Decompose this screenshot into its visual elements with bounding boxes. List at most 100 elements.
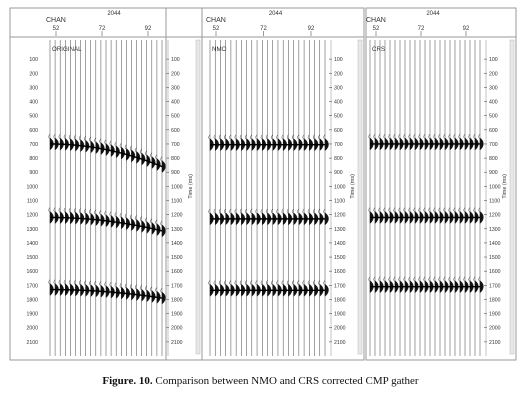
- wiggle-precursor: [63, 207, 66, 213]
- wiggle-precursor: [468, 207, 471, 213]
- wiggle-precursor: [155, 287, 158, 293]
- wiggle-precursor: [428, 133, 431, 140]
- wiggle-precursor: [135, 284, 137, 290]
- wiggle-precursor: [250, 280, 253, 286]
- time-tick-label: 2000: [171, 326, 183, 332]
- wiggle-precursor: [68, 279, 71, 286]
- wiggle-precursor: [323, 134, 326, 140]
- time-axis-title: Time (ms): [188, 174, 194, 199]
- time-tick-label: 1800: [171, 297, 183, 303]
- wiggle-precursor: [448, 207, 451, 213]
- wiggle-precursor: [58, 207, 61, 213]
- wiggle-precursor: [208, 208, 211, 215]
- wiggle-precursor: [458, 207, 461, 213]
- reflection-event: [48, 133, 166, 173]
- wiggle-precursor: [433, 133, 436, 140]
- wiggle-precursor: [383, 207, 386, 213]
- chan-tick-label: 52: [213, 26, 220, 32]
- wiggle-precursor: [271, 134, 273, 140]
- time-tick-label: 400: [334, 100, 343, 106]
- wiggle-precursor: [393, 276, 396, 282]
- wiggle-precursor: [94, 137, 97, 143]
- time-tick-label: 200: [171, 71, 180, 77]
- time-tick-label-left: 600: [29, 128, 38, 134]
- chan-tick-label: 72: [99, 26, 106, 32]
- wiggle-precursor: [271, 280, 273, 286]
- time-tick-label: 700: [171, 142, 180, 148]
- wiggle-precursor: [135, 215, 137, 221]
- panel-scroll-strip: [509, 39, 515, 355]
- wiggle-precursor: [73, 207, 76, 214]
- wiggle-precursor: [413, 207, 416, 213]
- wiggle-precursor: [94, 280, 97, 287]
- wiggle-precursor: [473, 133, 476, 140]
- time-tick-label: 1400: [334, 241, 346, 247]
- time-tick-label: 300: [171, 85, 180, 91]
- wiggle-precursor: [53, 133, 56, 140]
- wiggle-precursor: [388, 207, 391, 213]
- wiggle-precursor: [276, 208, 279, 215]
- time-tick-label-left: 700: [29, 142, 38, 148]
- time-tick-label: 1700: [334, 283, 346, 289]
- caption-text: Comparison between NMO and CRS corrected…: [152, 375, 419, 387]
- wiggle-precursor: [433, 207, 436, 213]
- wiggle-precursor: [140, 285, 142, 291]
- wiggle-precursor: [478, 207, 481, 213]
- wiggle-precursor: [473, 276, 476, 282]
- time-tick-label: 1800: [334, 297, 346, 303]
- time-tick-label: 1500: [489, 255, 501, 261]
- wiggle-precursor: [234, 280, 237, 286]
- wiggle-precursor: [453, 276, 456, 282]
- time-tick-label: 500: [489, 114, 498, 120]
- wiggle-precursor: [58, 279, 61, 285]
- time-tick-label-left: 1500: [26, 255, 38, 261]
- wiggle-precursor: [297, 134, 300, 140]
- wiggle-precursor: [53, 279, 56, 285]
- wiggle-precursor: [48, 279, 51, 285]
- wiggle-precursor: [104, 281, 107, 287]
- wiggle-precursor: [124, 144, 127, 150]
- wiggle-precursor: [84, 208, 86, 215]
- wiggle-precursor: [307, 208, 310, 215]
- wiggle-precursor: [373, 133, 376, 140]
- caption-prefix: Figure. 10.: [102, 375, 153, 387]
- wiggle-precursor: [213, 208, 216, 215]
- wiggle-precursor: [224, 280, 226, 286]
- wiggle-precursor: [150, 152, 153, 158]
- wiggle-precursor: [443, 133, 446, 140]
- time-tick-label-left: 400: [29, 100, 38, 106]
- panel-frame: [9, 7, 203, 361]
- time-tick-label: 100: [334, 57, 343, 63]
- wiggle-precursor: [145, 217, 147, 223]
- chan-label: CHAN: [46, 17, 66, 24]
- wiggle-precursor: [79, 280, 81, 286]
- wiggle-precursor: [229, 208, 232, 215]
- reflection-event: [208, 134, 329, 152]
- time-tick-label: 2100: [489, 340, 501, 346]
- wiggle-precursor: [234, 208, 237, 215]
- panels-group: 2044 CHAN 52 72 92 100 200 300 400 500 600 700 800 90…: [9, 7, 517, 361]
- wiggle-precursor: [443, 207, 446, 213]
- wiggle-precursor: [63, 134, 66, 140]
- time-tick-label: 200: [489, 71, 498, 77]
- wiggle-precursor: [145, 150, 147, 157]
- wiggle-precursor: [73, 279, 76, 286]
- wiggle-precursor: [129, 145, 132, 152]
- reflection-event: [368, 207, 484, 224]
- wiggle-lobe: [479, 280, 484, 294]
- wiggle-precursor: [318, 280, 320, 286]
- wiggle-precursor: [255, 280, 258, 286]
- time-tick-label: 900: [334, 170, 343, 176]
- panel-nmo: 2044 CHAN 52 72 92 100 200 300 400 500 600 700 800 90…: [165, 7, 365, 361]
- wiggle-lobe: [324, 283, 329, 297]
- wiggle-precursor: [260, 134, 263, 140]
- wiggle-precursor: [68, 207, 71, 214]
- time-tick-label-left: 1100: [27, 199, 38, 205]
- wiggle-precursor: [99, 281, 102, 287]
- wiggle-precursor: [423, 133, 426, 140]
- wiggle-precursor: [453, 133, 456, 140]
- wiggle-precursor: [368, 133, 371, 140]
- wiggle-precursor: [307, 280, 310, 286]
- wiggle-precursor: [468, 133, 471, 140]
- time-tick-label-left: 1700: [26, 283, 38, 289]
